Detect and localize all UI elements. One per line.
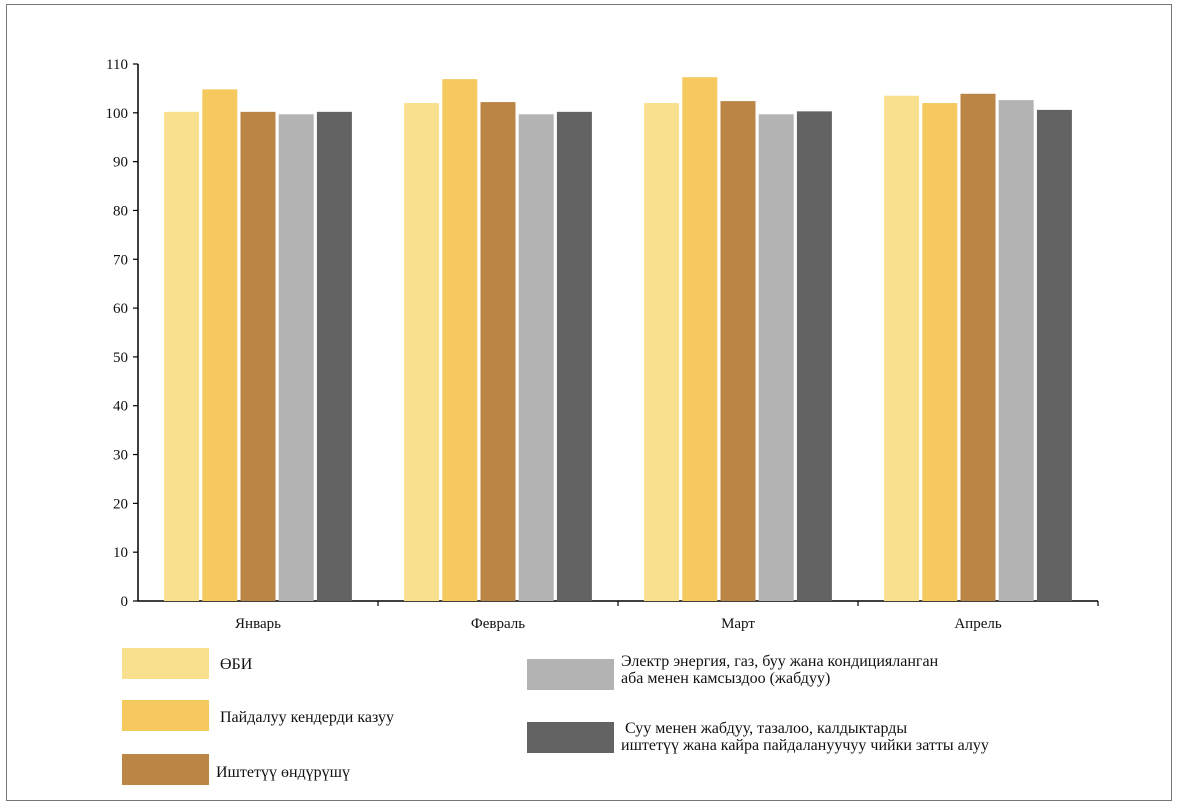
bar — [758, 114, 794, 602]
bar — [922, 103, 958, 602]
chart-labels: 0 10 20 30 40 50 60 70 80 90 100 110 Январь Февраль Ма… — [106, 57, 1002, 632]
y-tick-label: 10 — [113, 545, 128, 561]
bar — [240, 111, 276, 601]
legend-swatch-electricity — [527, 659, 614, 690]
legend-swatch-manufacturing — [122, 754, 209, 785]
bar — [278, 114, 314, 602]
chart-bars — [164, 77, 1072, 602]
y-tick-label: 60 — [113, 301, 128, 317]
legend-label-obi: ӨБИ — [220, 656, 253, 673]
bar — [164, 111, 200, 601]
bar — [404, 103, 440, 602]
bar — [1036, 109, 1072, 601]
x-category-label: Февраль — [471, 616, 525, 632]
y-tick-label: 50 — [113, 350, 128, 366]
bar — [960, 93, 996, 602]
bar — [720, 101, 756, 602]
bar — [442, 79, 478, 601]
bar — [884, 95, 920, 602]
x-category-label: Январь — [235, 616, 281, 632]
legend-swatch-water — [527, 722, 614, 753]
bar — [796, 111, 832, 601]
legend-label-water-line1: Суу менен жабдуу, тазалоо, калдыктарды — [621, 720, 908, 737]
y-tick-label: 100 — [106, 106, 129, 122]
legend-label-manufacturing: Иштетүү өндүрүшү — [216, 764, 350, 781]
y-tick-label: 90 — [113, 155, 128, 171]
legend-label-electricity-line1: Электр энергия, газ, буу жана кондицияла… — [621, 653, 939, 670]
bar — [202, 89, 238, 602]
legend-label-electricity-line2: аба менен камсыздоо (жабдуу) — [621, 670, 831, 687]
x-category-label: Апрель — [954, 616, 1002, 632]
bar — [518, 114, 554, 602]
x-category-label: Март — [721, 616, 755, 632]
bar — [682, 77, 718, 601]
y-tick-label: 20 — [113, 496, 128, 512]
y-tick-label: 40 — [113, 399, 128, 415]
bar — [556, 111, 592, 601]
y-tick-label: 70 — [113, 252, 128, 268]
legend-label-water-line2: иштетүү жана кайра пайдалануучуу чийки з… — [621, 737, 989, 754]
y-tick-label: 0 — [121, 594, 129, 610]
bar — [998, 100, 1034, 601]
bar — [644, 103, 680, 602]
legend-label-mining: Пайдалуу кендерди казуу — [220, 709, 394, 726]
legend-swatch-obi — [122, 648, 209, 679]
y-tick-label: 30 — [113, 448, 128, 464]
bar — [316, 111, 352, 601]
y-tick-label: 110 — [106, 57, 128, 73]
y-tick-label: 80 — [113, 203, 128, 219]
legend-swatch-mining — [122, 700, 209, 731]
bar — [480, 102, 516, 601]
